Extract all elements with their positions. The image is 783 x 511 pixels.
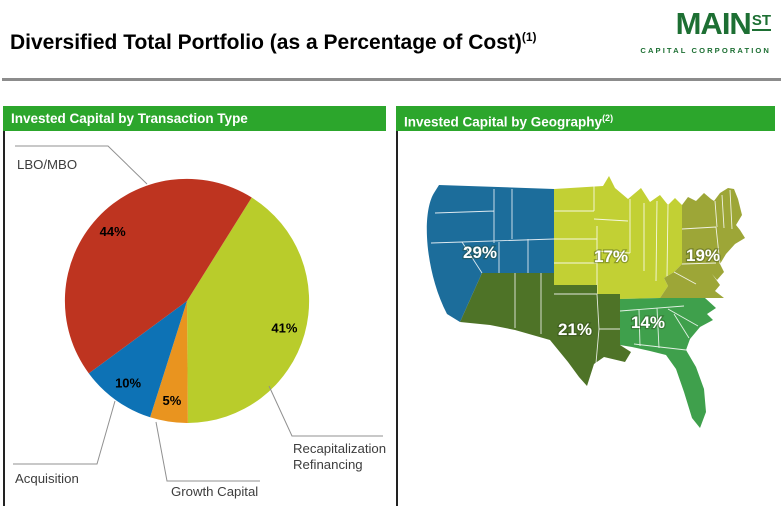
page-title-footnote: (1): [521, 30, 537, 44]
logo-wordmark: MAINST: [640, 6, 771, 45]
map-percent-southeast: 14%: [631, 313, 665, 332]
map-region-southeast: [620, 298, 716, 428]
logo-st-superscript: ST: [751, 12, 771, 31]
pie-leader-recapitalization: [268, 385, 383, 437]
map-region-southwest: [460, 273, 631, 386]
pie-leader-lbo-mbo: [15, 145, 148, 185]
map-region-northeast: [660, 188, 745, 298]
pie-leader-acquisition: [13, 400, 116, 465]
panel-header-transaction-type: Invested Capital by Transaction Type: [3, 106, 386, 131]
map-percent-northeast: 19%: [686, 246, 720, 265]
pie-label-lbo-mbo: LBO/MBO: [17, 157, 77, 172]
pie-slice-acquisition: [88, 301, 187, 418]
map-region-midwest: [554, 176, 682, 299]
map-state-borders-midwest: [554, 186, 669, 294]
panel-header-geography: Invested Capital by Geography(2): [396, 106, 775, 131]
map-state-borders-northeast: [673, 189, 733, 285]
map-percent-southwest: 21%: [558, 320, 592, 339]
pie-label-acquisition: Acquisition: [15, 471, 79, 486]
pie-slice-lbo-mbo: [64, 178, 252, 374]
map-state-borders-west: [430, 189, 555, 274]
mainst-logo: MAINST CAPITAL CORPORATION: [640, 6, 771, 55]
page-title-text: Diversified Total Portfolio (as a Percen…: [10, 31, 522, 54]
pie-percent-growth-capital: 5%: [163, 393, 182, 408]
panel-geography: Invested Capital by Geography(2) 29% 17% 1: [396, 106, 775, 506]
pie-label-growth-capital: Growth Capital: [171, 484, 258, 499]
map-percent-west: 29%: [463, 243, 497, 262]
logo-subtitle: CAPITAL CORPORATION: [640, 46, 771, 55]
pie-label-recapitalization: Recapitalization/Refinancing: [293, 441, 386, 472]
panel-header-geography-footnote: (2): [602, 113, 614, 123]
us-geography-map: 29% 17% 19% 21% 14%: [426, 176, 745, 428]
map-state-borders-southwest: [514, 273, 620, 364]
transaction-type-pie-chart: 41% 5% 10% 44% LBO/MBO Acquisition Growth Capi…: [13, 145, 386, 499]
pie-percent-lbo-mbo: 44%: [100, 224, 126, 239]
map-region-west: [426, 185, 554, 322]
logo-main-text: MAIN: [675, 6, 752, 41]
pie-leader-growth-capital: [155, 421, 260, 482]
pie-slice-recapitalization: [187, 197, 310, 423]
page-title: Diversified Total Portfolio (as a Percen…: [10, 30, 537, 55]
panel-header-transaction-type-label: Invested Capital by Transaction Type: [11, 111, 248, 126]
title-divider: [2, 78, 781, 81]
panel-transaction-type: Invested Capital by Transaction Type 41%…: [3, 106, 386, 506]
pie-chart-area: 41% 5% 10% 44% LBO/MBO Acquisition Growth Capi…: [3, 131, 386, 506]
pie-slice-growth-capital: [150, 301, 188, 424]
map-percent-midwest: 17%: [594, 247, 628, 266]
map-state-borders-southeast: [619, 305, 699, 351]
pie-percent-recapitalization: 41%: [271, 321, 297, 336]
pie-percent-acquisition: 10%: [115, 375, 141, 390]
map-area: 29% 17% 19% 21% 14%: [396, 131, 775, 506]
panel-header-geography-text: Invested Capital by Geography: [404, 114, 603, 130]
